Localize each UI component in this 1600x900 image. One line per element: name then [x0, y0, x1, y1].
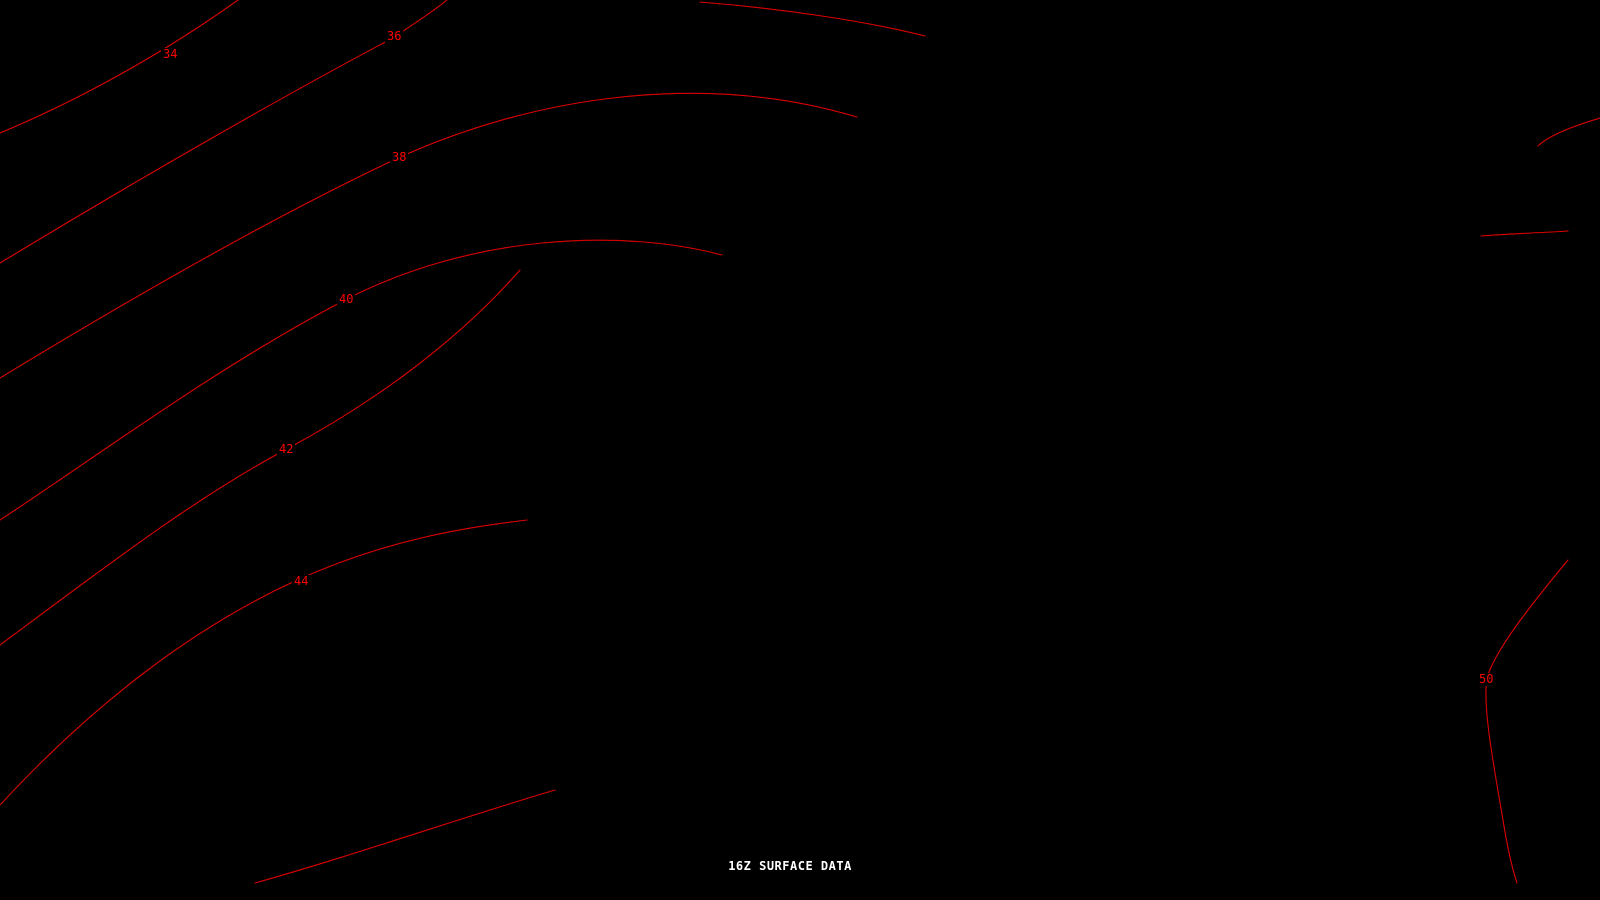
contour-label-44: 44: [292, 574, 311, 588]
contour-line-unlabeled-4: [1537, 117, 1600, 147]
contour-line-44: [0, 519, 528, 806]
contour-label-38: 38: [390, 150, 409, 164]
contour-label-42: 42: [277, 442, 296, 456]
contour-label-34: 34: [161, 47, 180, 61]
contour-label-50: 50: [1477, 672, 1496, 686]
contour-label-36: 36: [385, 29, 404, 43]
contour-line-34: [0, 0, 239, 134]
map-title: 16Z SURFACE DATA: [728, 859, 852, 873]
contour-line-40: [0, 239, 723, 521]
contour-line-42: [0, 269, 521, 646]
contour-line-unlabeled-3: [1480, 230, 1569, 237]
contour-line-36: [0, 0, 448, 264]
contour-line-unlabeled-2: [254, 789, 556, 884]
contour-line-unlabeled-1: [699, 1, 926, 37]
contour-label-40: 40: [337, 292, 356, 306]
contour-line-50: [1485, 559, 1569, 884]
contour-line-38: [0, 92, 858, 379]
